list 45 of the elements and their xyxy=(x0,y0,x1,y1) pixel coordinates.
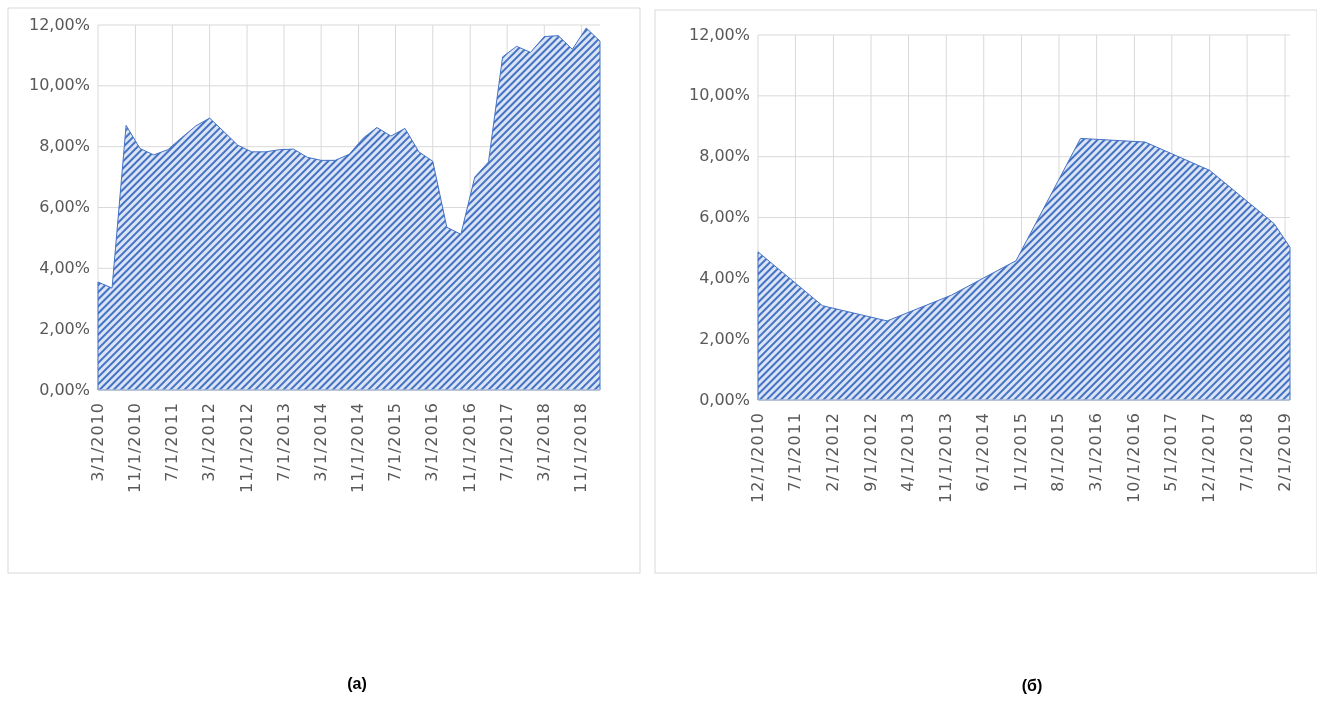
x-tick-label: 12/1/2017 xyxy=(1199,412,1219,504)
y-tick-label: 6,00% xyxy=(699,207,750,226)
y-tick-label: 12,00% xyxy=(28,14,90,34)
x-tick-label: 11/1/2010 xyxy=(124,402,144,494)
x-tick-label: 3/1/2016 xyxy=(1086,412,1106,492)
x-tick-label: 11/1/2016 xyxy=(459,402,479,494)
y-tick-label: 2,00% xyxy=(699,328,750,348)
x-tick-label: 7/1/2011 xyxy=(161,402,181,482)
x-tick-label: 7/1/2017 xyxy=(496,402,516,482)
y-tick-label: 8,00% xyxy=(699,146,750,166)
y-tick-label: 0,00% xyxy=(699,389,750,409)
x-tick-label: 11/1/2014 xyxy=(348,402,368,494)
x-tick-label: 7/1/2015 xyxy=(385,402,404,482)
text: (a) xyxy=(347,675,367,692)
x-tick-label: 2/1/2012 xyxy=(822,412,842,492)
x-tick-label: 1/1/2015 xyxy=(1011,412,1031,492)
x-tick-label: 6/1/2014 xyxy=(973,412,993,492)
y-tick-label: 4,00% xyxy=(39,257,90,277)
y-tick-label: 10,00% xyxy=(688,85,750,105)
x-tick-label: 3/1/2018 xyxy=(533,402,553,482)
x-tick-label: 11/1/2013 xyxy=(935,412,955,504)
y-tick-label: 2,00% xyxy=(39,318,90,338)
x-tick-label: 7/1/2013 xyxy=(273,402,293,482)
x-tick-label: 5/1/2017 xyxy=(1161,412,1181,492)
x-tick-label: 3/1/2012 xyxy=(199,402,219,482)
x-tick-label: 7/1/2018 xyxy=(1236,412,1256,492)
x-tick-label: 9/1/2012 xyxy=(860,412,880,492)
x-tick-label: 3/1/2010 xyxy=(87,402,107,482)
y-tick-label: 4,00% xyxy=(699,267,750,287)
text: (б) xyxy=(1021,677,1043,694)
x-tick-label: 4/1/2013 xyxy=(897,412,917,492)
x-tick-label: 3/1/2016 xyxy=(422,402,442,482)
x-tick-label: 3/1/2014 xyxy=(310,402,330,482)
x-tick-label: 7/1/2011 xyxy=(784,412,804,492)
x-tick-label: 11/1/2018 xyxy=(571,402,591,494)
y-tick-label: 8,00% xyxy=(39,136,90,156)
x-tick-label: 12/1/2010 xyxy=(747,412,767,504)
x-tick-label: 2/1/2019 xyxy=(1274,412,1294,492)
y-tick-label: 10,00% xyxy=(28,75,90,95)
x-tick-label: 11/1/2012 xyxy=(236,402,256,494)
x-tick-label: 8/1/2015 xyxy=(1048,412,1068,492)
y-tick-label: 12,00% xyxy=(688,24,750,44)
y-tick-label: 6,00% xyxy=(39,197,90,216)
x-tick-label: 10/1/2016 xyxy=(1123,412,1143,504)
y-tick-label: 0,00% xyxy=(39,379,90,399)
